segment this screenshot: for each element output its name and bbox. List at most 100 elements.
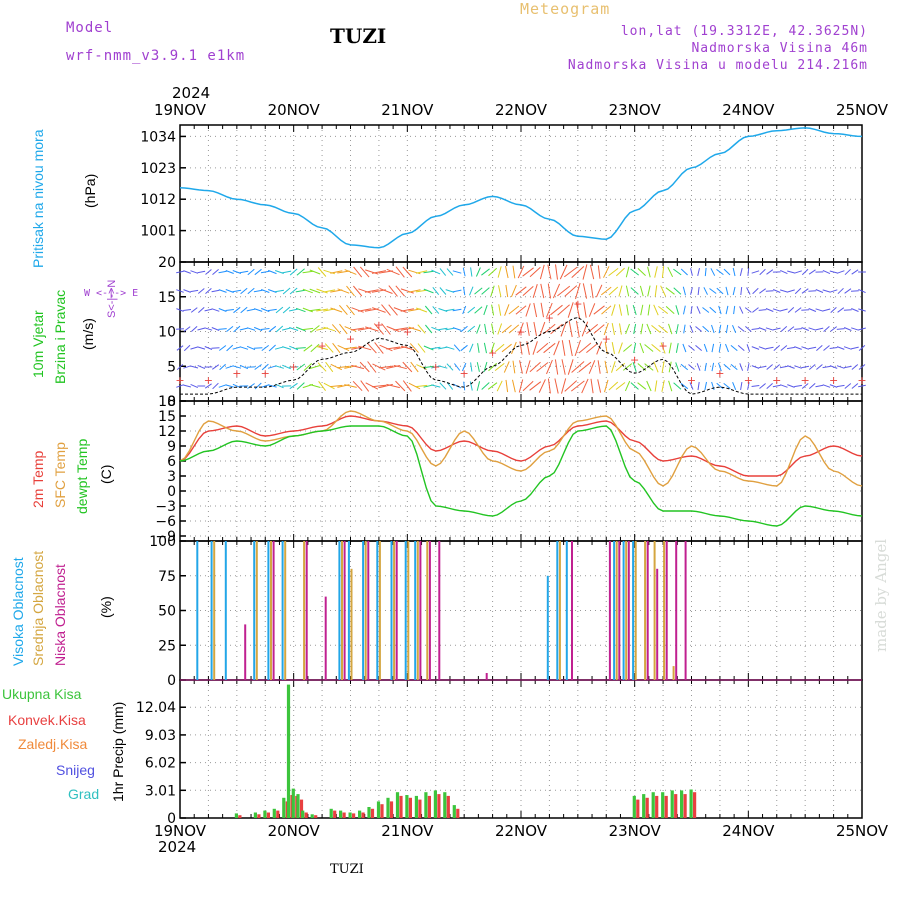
wind-arrow bbox=[653, 304, 659, 316]
wind-arrow bbox=[661, 361, 665, 373]
wind-arrow bbox=[211, 327, 220, 331]
wind-arrow bbox=[697, 381, 700, 391]
wind-arrow bbox=[794, 287, 802, 295]
wind-arrow bbox=[460, 325, 468, 333]
wind-arrow bbox=[204, 383, 212, 389]
wind-arrow bbox=[633, 323, 637, 335]
wind-arrow bbox=[332, 342, 341, 354]
wind-arrow bbox=[608, 381, 619, 391]
wind-arrow bbox=[400, 345, 414, 351]
wind-arrow bbox=[365, 382, 379, 390]
wind-arrow bbox=[611, 323, 615, 335]
wind-arrow bbox=[661, 380, 665, 392]
wind-arrow bbox=[501, 343, 512, 353]
y-tick-label-wind: 10 bbox=[158, 325, 176, 341]
wind-arrow bbox=[330, 384, 343, 388]
wind-arrow bbox=[344, 269, 357, 275]
wind-arrow bbox=[232, 365, 242, 369]
wind-arrow bbox=[673, 287, 682, 295]
wind-arrow bbox=[344, 326, 357, 332]
x-tick-label-top: 22NOV bbox=[495, 101, 548, 119]
wind-arrow bbox=[725, 343, 729, 353]
wind-arrow bbox=[647, 304, 651, 316]
cloud-bar-srednja bbox=[270, 541, 272, 680]
wind-arrow bbox=[494, 363, 505, 371]
wind-arrow bbox=[197, 346, 206, 350]
precip-bar-konvek bbox=[276, 810, 280, 818]
wind-arrow bbox=[787, 346, 795, 350]
wind-arrow bbox=[596, 341, 603, 355]
precip-bar-ukupna bbox=[367, 807, 371, 818]
wind-arrow bbox=[474, 306, 483, 314]
wind-arrow bbox=[533, 321, 537, 337]
wind-arrow bbox=[787, 365, 795, 369]
wind-arrow bbox=[711, 362, 715, 372]
wind-arrow bbox=[751, 328, 760, 330]
wind-arrow bbox=[190, 289, 199, 293]
wind-arrow bbox=[745, 326, 752, 332]
cloud-bar-niska bbox=[684, 541, 687, 680]
wind-arrow bbox=[836, 346, 845, 350]
wind-arrow bbox=[808, 383, 816, 389]
wind-arrow bbox=[644, 344, 654, 352]
wind-arrow bbox=[268, 344, 276, 352]
wind-arrow bbox=[801, 383, 809, 389]
precip-bar-konvek bbox=[636, 799, 640, 818]
wind-gust-marker: + bbox=[630, 353, 639, 366]
pressure-line bbox=[179, 127, 863, 249]
y-tick-label-precip: 0 bbox=[167, 811, 176, 827]
wind-arrow bbox=[561, 378, 567, 394]
wind-arrow bbox=[246, 345, 256, 351]
model-elevation-label: Nadmorska Visina u modelu 214.216m bbox=[567, 58, 868, 73]
wind-arrow bbox=[540, 302, 544, 318]
wind-arrow bbox=[212, 382, 219, 390]
wind-arrow bbox=[351, 307, 364, 313]
precip-bar-ukupna bbox=[670, 790, 674, 818]
wind-arrow bbox=[640, 323, 644, 335]
wind-arrow bbox=[309, 288, 321, 294]
wind-arrow bbox=[497, 266, 502, 278]
wind-arrow bbox=[439, 287, 447, 295]
wind-arrow bbox=[469, 286, 474, 296]
wind-arrow bbox=[702, 325, 710, 333]
wind-arrow bbox=[766, 269, 774, 275]
x-tick-label-bottom: 24NOV bbox=[722, 822, 775, 840]
wind-arrow bbox=[703, 287, 708, 295]
wind-arrow bbox=[772, 384, 781, 388]
wind-arrow bbox=[274, 346, 284, 350]
wind-arrow bbox=[697, 267, 700, 277]
wind-arrow bbox=[801, 346, 809, 350]
wind-arrow bbox=[561, 359, 566, 375]
wind-arrow bbox=[626, 304, 629, 316]
wind-arrow bbox=[330, 363, 343, 371]
precip-bar-konvek bbox=[352, 813, 356, 818]
wind-arrow bbox=[604, 379, 609, 393]
wind-arrow bbox=[808, 364, 816, 370]
wind-arrow bbox=[431, 346, 441, 350]
wind-arrow bbox=[829, 384, 838, 388]
cloud-bar-visoka bbox=[632, 541, 635, 680]
precip-bar-konvek bbox=[342, 812, 346, 818]
wind-arrow bbox=[289, 382, 298, 390]
cloud-bar-niska bbox=[675, 541, 678, 680]
x-tick-label-top: 20NOV bbox=[268, 101, 321, 119]
y-tick-label-cloud: 75 bbox=[158, 569, 176, 585]
wind-arrow bbox=[309, 269, 321, 275]
cloud-bar-visoka bbox=[390, 541, 393, 680]
wind-arrow bbox=[787, 307, 795, 313]
wind-arrow bbox=[379, 288, 393, 294]
wind-arrow bbox=[488, 267, 498, 277]
wind-gust-marker: + bbox=[317, 339, 326, 352]
elevation-label: Nadmorska Visina 46m bbox=[691, 41, 868, 56]
wind-arrow bbox=[275, 325, 284, 333]
precip-bar-ukupna bbox=[253, 812, 257, 818]
wind-arrow bbox=[711, 381, 715, 391]
precip-bar-ukupna bbox=[680, 790, 684, 818]
wind-arrow bbox=[624, 380, 631, 392]
model-name: wrf-nmm_v3.9.1 e1km bbox=[66, 48, 246, 64]
wind-arrow bbox=[323, 326, 336, 332]
wind-arrow bbox=[295, 307, 306, 313]
wind-arrow bbox=[317, 362, 327, 372]
wind-gust-marker: + bbox=[488, 346, 497, 359]
temp-dewpt-line bbox=[179, 425, 863, 527]
